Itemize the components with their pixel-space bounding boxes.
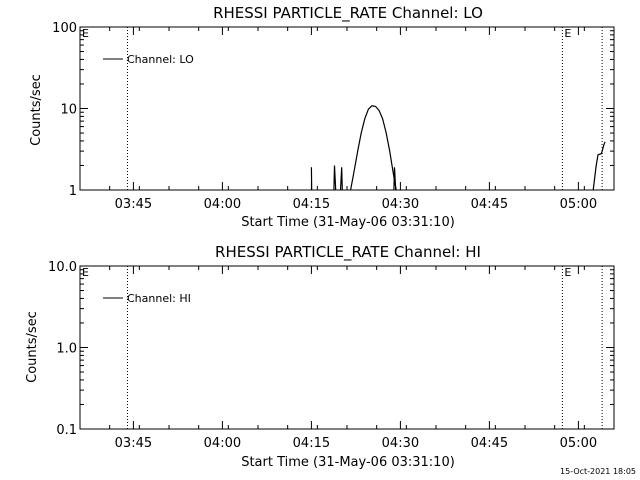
panel-lo-legend-label: Channel: LO	[127, 53, 194, 66]
panel-hi-ytick-label: 1.0	[56, 342, 77, 357]
panel-lo-xtick-label: 05:00	[560, 197, 597, 212]
panel-lo-series-line	[393, 167, 397, 191]
panel-lo-xtick-label: 04:30	[382, 197, 419, 212]
panel-lo-plot-frame	[79, 26, 615, 191]
panel-lo-xtick-label: 04:45	[471, 197, 508, 212]
panel-hi-xlabel: Start Time (31-May-06 03:31:10)	[241, 455, 455, 470]
panel-hi-corner-label: E	[82, 266, 89, 279]
panel-lo-series-line	[592, 141, 606, 191]
panel-hi-xtick-label: 04:15	[293, 436, 330, 451]
panel-lo-xlabel: Start Time (31-May-06 03:31:10)	[241, 215, 455, 230]
panel-hi-ylabel: Counts/sec	[25, 311, 40, 383]
footer-timestamp: 15-Oct-2021 18:05	[560, 467, 636, 476]
panel-hi: RHESSI PARTICLE_RATE Channel: HI Start T…	[25, 243, 615, 470]
panel-hi-legend-label: Channel: HI	[127, 292, 191, 305]
panel-lo-ytick-label: 10	[60, 103, 77, 118]
panel-hi-xtick-label: 05:00	[560, 436, 597, 451]
panel-lo-series-line	[333, 165, 337, 191]
panel-lo-ytick-label: 100	[52, 21, 77, 36]
panel-lo-xtick-label: 03:45	[115, 197, 152, 212]
panel-hi-plot-frame	[79, 265, 615, 430]
panel-hi-title: RHESSI PARTICLE_RATE Channel: HI	[215, 243, 481, 262]
panel-lo-series-line	[339, 167, 343, 191]
panel-hi-xtick-label: 04:30	[382, 436, 419, 451]
panel-hi-xtick-label: 03:45	[115, 436, 152, 451]
panel-lo-xtick-label: 04:15	[293, 197, 330, 212]
panel-lo: RHESSI PARTICLE_RATE Channel: LO Start T…	[29, 4, 615, 230]
panel-lo-corner-label: E	[82, 27, 89, 40]
panel-lo-title: RHESSI PARTICLE_RATE Channel: LO	[213, 4, 483, 23]
panel-hi-xtick-label: 04:00	[204, 436, 241, 451]
panel-hi-event-marker-label: E	[564, 266, 571, 279]
panel-hi-xtick-label: 04:45	[471, 436, 508, 451]
panel-lo-event-marker-label: E	[564, 27, 571, 40]
panel-lo-series-line	[350, 105, 397, 191]
panel-lo-ytick-label: 1	[69, 184, 77, 199]
panel-lo-ylabel: Counts/sec	[29, 74, 44, 146]
panel-lo-xtick-label: 04:00	[204, 197, 241, 212]
panel-hi-ytick-label: 10.0	[48, 260, 77, 275]
panel-hi-ytick-label: 0.1	[56, 423, 77, 438]
